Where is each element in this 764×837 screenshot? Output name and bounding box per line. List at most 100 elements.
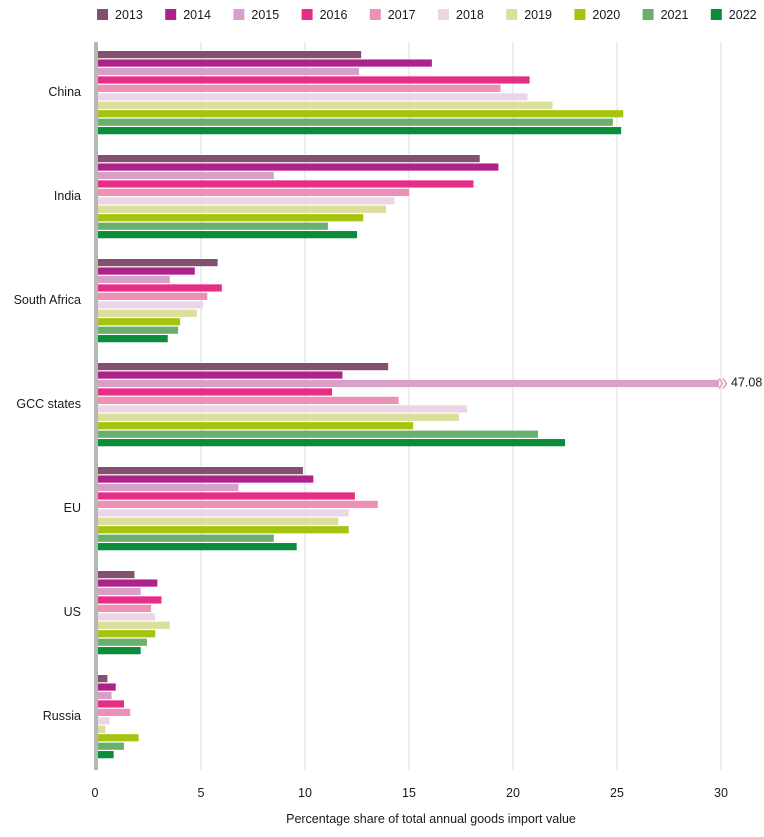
bar-eu-2020 — [97, 526, 349, 534]
bar-eu-2022 — [97, 543, 297, 551]
legend-item-2016: 2016 — [301, 8, 348, 22]
bar-us-2017 — [97, 604, 152, 612]
legend-swatch — [233, 9, 245, 20]
bar-russia-2016 — [97, 700, 125, 708]
x-tick-label: 10 — [298, 786, 312, 800]
bar-russia-2015 — [97, 691, 112, 700]
data-label-gcc-states: 47.08 — [731, 376, 762, 390]
bar-russia-2019 — [97, 725, 106, 733]
x-tick-label: 25 — [610, 786, 624, 800]
bar-gcc-states-2021 — [97, 430, 538, 438]
category-label-south-africa: South Africa — [14, 293, 81, 307]
bar-china-2015 — [97, 67, 360, 76]
bar-russia-2022 — [97, 751, 114, 759]
category-label-gcc-states: GCC states — [16, 397, 81, 411]
legend-label: 2013 — [115, 8, 143, 22]
x-tick-label: 15 — [402, 786, 416, 800]
legend-item-2015: 2015 — [233, 8, 279, 22]
legend-item-2019: 2019 — [506, 8, 552, 22]
legend-label: 2021 — [661, 8, 689, 22]
bar-us-2014 — [97, 579, 158, 587]
legend-label: 2016 — [320, 8, 348, 22]
x-tick-label: 5 — [198, 786, 205, 800]
legend-swatch — [506, 9, 518, 20]
bar-china-2020 — [97, 110, 624, 118]
bar-marks — [97, 51, 728, 759]
bar-eu-2017 — [97, 500, 378, 508]
bar-gcc-states-2022 — [97, 439, 565, 447]
bar-china-2013 — [97, 51, 362, 59]
legend-item-2020: 2020 — [574, 8, 620, 22]
bar-gcc-states-2013 — [97, 363, 389, 371]
legend-label: 2020 — [592, 8, 620, 22]
legend-label: 2019 — [524, 8, 552, 22]
bar-india-2013 — [97, 155, 480, 163]
bar-india-2019 — [97, 205, 387, 213]
legend-swatch — [301, 9, 313, 20]
legend-label: 2017 — [388, 8, 416, 22]
bar-us-2016 — [97, 596, 162, 604]
bar-russia-2020 — [97, 734, 139, 742]
category-label-us: US — [64, 605, 81, 619]
bar-gcc-states-2015 — [97, 379, 719, 388]
bar-china-2016 — [97, 76, 530, 84]
bar-india-2014 — [97, 163, 499, 171]
category-label-china: China — [48, 85, 81, 99]
bar-us-2018 — [97, 613, 156, 621]
bar-us-2020 — [97, 630, 156, 638]
bar-gcc-states-2014 — [97, 371, 343, 379]
legend-item-2022: 2022 — [710, 8, 757, 22]
legend-item-2014: 2014 — [165, 8, 211, 22]
bar-south-africa-2015 — [97, 275, 170, 284]
legend-item-2017: 2017 — [369, 8, 416, 22]
bar-us-2013 — [97, 571, 135, 579]
x-tick-labels: 0 5 10 15 20 25 30 — [92, 786, 728, 800]
bar-india-2017 — [97, 188, 409, 196]
bar-us-2019 — [97, 621, 170, 629]
bar-russia-2017 — [97, 708, 131, 716]
bar-us-2015 — [97, 587, 141, 596]
bar-russia-2021 — [97, 742, 125, 750]
bar-eu-2014 — [97, 475, 314, 483]
bar-eu-2019 — [97, 517, 339, 525]
bar-india-2020 — [97, 214, 364, 222]
bar-china-2022 — [97, 127, 622, 135]
bar-south-africa-2022 — [97, 335, 168, 343]
category-labels: China India South Africa GCC states EU US Russ… — [14, 85, 81, 723]
bar-south-africa-2021 — [97, 326, 179, 334]
legend-swatch — [710, 9, 722, 20]
legend-label: 2014 — [183, 8, 211, 22]
legend-swatch — [369, 9, 381, 20]
legend-label: 2018 — [456, 8, 484, 22]
bar-us-2021 — [97, 638, 147, 646]
bar-gcc-states-2020 — [97, 422, 414, 430]
legend-item-2021: 2021 — [642, 8, 689, 22]
bar-china-2021 — [97, 118, 613, 126]
bar-india-2018 — [97, 197, 395, 205]
bar-eu-2018 — [97, 509, 349, 517]
annotations: 47.08 — [731, 376, 762, 390]
bar-india-2021 — [97, 222, 328, 230]
x-tick-label: 30 — [714, 786, 728, 800]
bar-gcc-states-2018 — [97, 405, 468, 413]
bar-china-2019 — [97, 101, 553, 109]
bar-south-africa-2013 — [97, 259, 218, 267]
bar-eu-2021 — [97, 534, 274, 542]
bar-india-2016 — [97, 180, 474, 188]
category-label-eu: EU — [64, 501, 81, 515]
x-tick-label: 0 — [92, 786, 99, 800]
category-label-india: India — [54, 189, 81, 203]
bar-south-africa-2014 — [97, 267, 195, 275]
category-label-russia: Russia — [43, 709, 81, 723]
bar-south-africa-2016 — [97, 284, 222, 292]
bar-gcc-states-2019 — [97, 413, 459, 421]
bar-china-2017 — [97, 84, 501, 92]
bar-south-africa-2017 — [97, 292, 208, 300]
bar-gcc-states-2017 — [97, 396, 399, 404]
legend-swatch — [438, 9, 449, 20]
legend-swatch — [574, 9, 586, 20]
axis-break-mark — [722, 377, 728, 390]
bar-india-2022 — [97, 231, 357, 239]
bar-eu-2016 — [97, 492, 355, 500]
